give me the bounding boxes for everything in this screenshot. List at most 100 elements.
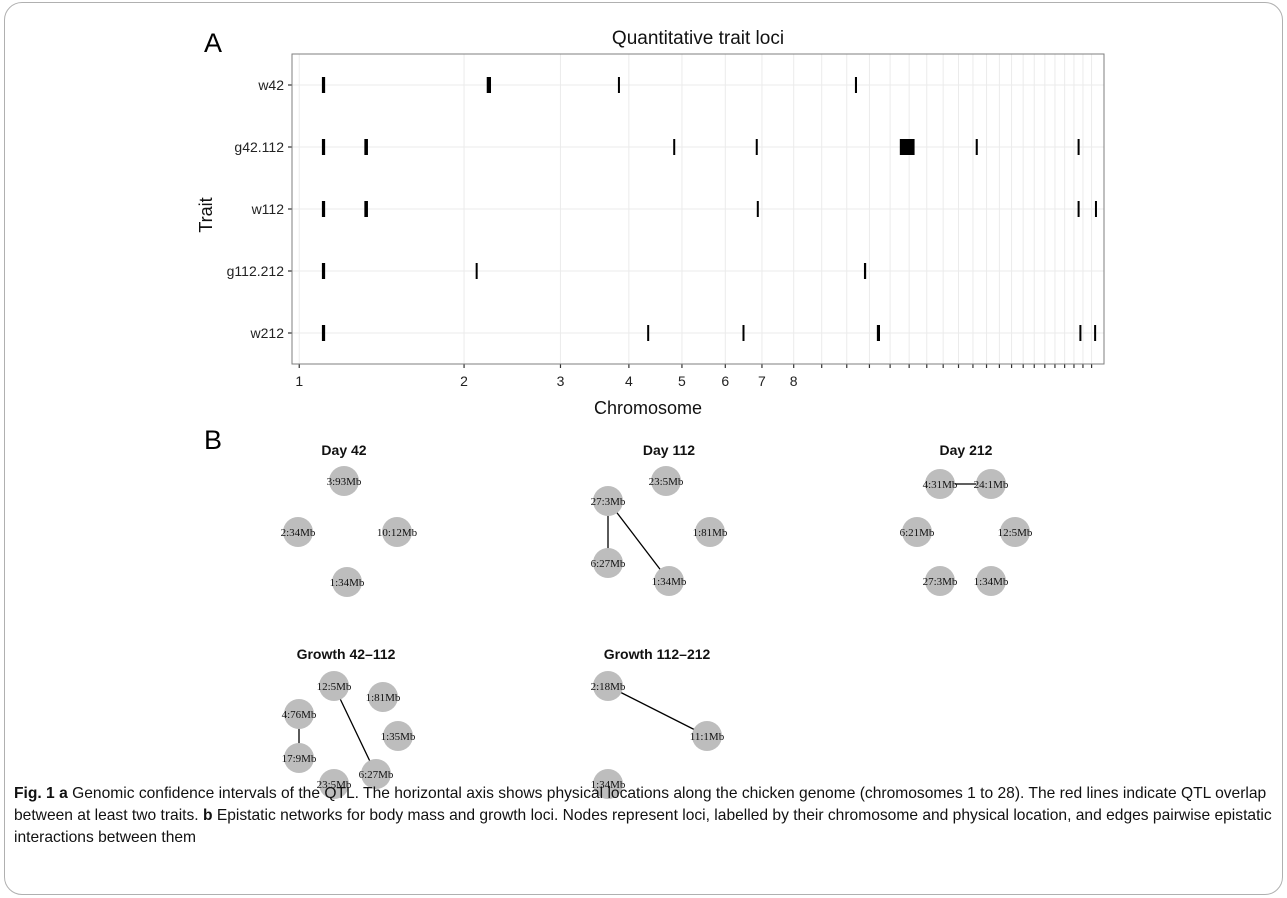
network-node-label: 12:5Mb	[998, 527, 1033, 539]
qtl-interval	[321, 77, 326, 93]
network-node-label: 4:31Mb	[923, 479, 958, 491]
network-node	[283, 517, 313, 547]
qtl-interval	[1077, 201, 1080, 217]
network-node	[925, 469, 955, 499]
network-node	[368, 682, 398, 712]
qtl-interval	[673, 139, 676, 155]
network-node	[593, 671, 623, 701]
network-node-label: 3:93Mb	[327, 476, 362, 488]
qtl-interval	[364, 201, 368, 217]
x-tick-label: 8	[790, 373, 798, 389]
network-node	[593, 769, 623, 799]
network-node	[925, 566, 955, 596]
network-node-label: 1:34Mb	[591, 779, 626, 791]
network-node-label: 1:34Mb	[330, 577, 365, 589]
network-node-label: 10:12Mb	[377, 527, 418, 539]
network-node-label: 1:81Mb	[693, 527, 728, 539]
qtl-chart: w42 g42.112 w112 g112.212 w212 1 2 3 4 5 6 7 8 Quanti…	[196, 28, 1105, 418]
network-1: Day 42 3:93Mb 2:34Mb 10:12Mb 1:34Mb	[281, 442, 418, 597]
qtl-interval	[854, 77, 858, 93]
x-tick-label: 1	[295, 373, 303, 389]
network-node-label: 1:81Mb	[366, 692, 401, 704]
network-node	[976, 469, 1006, 499]
network-node-label: 2:18Mb	[591, 681, 626, 693]
network-node	[593, 548, 623, 578]
network-edge	[607, 685, 708, 737]
qtl-interval	[1077, 139, 1080, 155]
caption-a-marker: a	[59, 785, 68, 802]
network-node-label: 23:5Mb	[649, 476, 684, 488]
qtl-interval	[617, 77, 620, 93]
qtl-interval	[321, 325, 326, 341]
panel-b-label: B	[204, 425, 223, 455]
x-tick-label: 7	[758, 373, 766, 389]
x-tick-label: 4	[625, 373, 633, 389]
qtl-interval	[364, 139, 368, 155]
network-node-label: 4:76Mb	[282, 709, 317, 721]
network-node	[319, 671, 349, 701]
caption-b-text: Epistatic networks for body mass and gro…	[14, 807, 1272, 846]
network-node	[284, 743, 314, 773]
network-node	[284, 699, 314, 729]
qtl-interval	[321, 139, 326, 155]
chart-title: Quantitative trait loci	[612, 28, 784, 49]
network-title: Day 42	[321, 442, 366, 458]
x-tick-label: 3	[557, 373, 565, 389]
network-node	[329, 466, 359, 496]
network-node-label: 1:34Mb	[652, 576, 687, 588]
network-node	[976, 566, 1006, 596]
network-node	[902, 517, 932, 547]
qtl-interval	[876, 325, 880, 341]
qtl-interval	[899, 139, 915, 155]
y-tick-label: w212	[250, 325, 285, 341]
network-node	[1000, 517, 1030, 547]
qtl-interval	[321, 263, 326, 279]
caption-b-marker: b	[202, 807, 213, 824]
network-node-label: 27:3Mb	[923, 576, 958, 588]
network-title: Growth 112–212	[604, 646, 711, 662]
network-node-label: 11:1Mb	[690, 731, 725, 743]
network-node-label: 6:27Mb	[359, 769, 394, 781]
network-node	[383, 721, 413, 751]
network-node	[361, 759, 391, 789]
qtl-interval	[1079, 325, 1082, 341]
qtl-interval	[1094, 325, 1097, 341]
plot-border	[291, 53, 1105, 365]
y-tick-label: w42	[257, 77, 284, 93]
y-tick-label: g42.112	[234, 139, 284, 155]
x-axis-label: Chromosome	[594, 398, 702, 418]
network-node	[692, 721, 722, 751]
network-node	[654, 566, 684, 596]
qtl-interval	[1094, 201, 1097, 217]
network-node-label: 6:21Mb	[900, 527, 935, 539]
qtl-interval	[742, 325, 745, 341]
network-node-label: 27:3Mb	[591, 496, 626, 508]
qtl-interval	[647, 325, 650, 341]
qtl-interval	[486, 77, 492, 93]
network-node-label: 1:34Mb	[974, 576, 1009, 588]
network-node	[319, 769, 349, 799]
network-node-label: 1:35Mb	[381, 731, 416, 743]
network-node-label: 6:27Mb	[591, 558, 626, 570]
qtl-interval	[321, 201, 326, 217]
qtl-interval	[756, 201, 759, 217]
qtl-interval	[475, 263, 478, 279]
x-tick-label: 2	[460, 373, 468, 389]
x-tick-label: 5	[678, 373, 686, 389]
network-node	[695, 517, 725, 547]
network-edge	[607, 500, 670, 582]
network-title: Day 212	[940, 442, 993, 458]
qtl-interval	[975, 139, 978, 155]
network-2: Day 112 23:5Mb 27:3Mb 1:81Mb 6:27Mb 1:34Mb	[591, 442, 728, 596]
caption-fig-label: Fig. 1	[14, 785, 55, 802]
network-4: Growth 42–112 12:5Mb 1:81Mb 4:76Mb 1:35Mb 17:…	[282, 646, 416, 799]
figure-caption: Fig. 1 a Genomic confidence intervals of…	[14, 783, 1276, 849]
panel-a-label: A	[204, 28, 223, 58]
caption-a-text: Genomic confidence intervals of the QTL.…	[14, 785, 1267, 824]
network-title: Day 112	[643, 442, 695, 458]
y-tick-label: g112.212	[227, 263, 285, 279]
network-node-label: 23:5Mb	[317, 779, 352, 791]
network-node	[382, 517, 412, 547]
network-node	[651, 466, 681, 496]
